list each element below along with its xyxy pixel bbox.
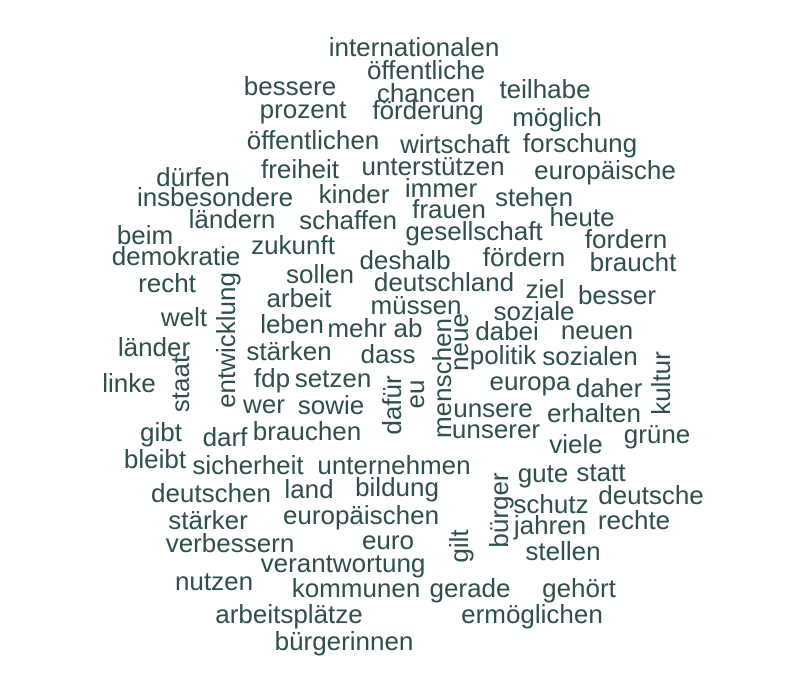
word-deutschen: deutschen — [151, 478, 271, 508]
word-politik: politik — [469, 340, 537, 370]
word-freiheit: freiheit — [260, 154, 340, 184]
word-sowie: sowie — [297, 390, 365, 420]
word-gerade: gerade — [429, 573, 511, 603]
word-kommunen: kommunen — [291, 573, 421, 603]
word-deutsche: deutsche — [598, 480, 704, 510]
word-schutz: schutz — [513, 489, 589, 519]
word-verbessern: verbessern — [165, 528, 295, 558]
word-insbesondere: insbesondere — [136, 182, 294, 212]
word-immer: immer — [404, 173, 478, 203]
word-europaeischen: europäischen — [282, 500, 440, 530]
word-deutschland: deutschland — [373, 267, 515, 297]
word-sicherheit: sicherheit — [192, 450, 304, 480]
word-unterstuetzen: unterstützen — [361, 151, 505, 181]
word-frauen: frauen — [412, 194, 486, 224]
word-ermoeglichen: ermöglichen — [461, 599, 603, 629]
word-sollen: sollen — [286, 259, 354, 289]
word-statt: statt — [576, 457, 626, 487]
word-brauchen: brauchen — [252, 416, 362, 446]
word-prozent: prozent — [259, 94, 347, 124]
word-land: land — [284, 474, 334, 504]
word-foerdern: fördern — [482, 242, 566, 272]
word-bleibt: bleibt — [123, 444, 187, 474]
word-internationalen: internationalen — [328, 32, 500, 62]
word-eu: eu — [400, 379, 430, 409]
word-buerger: bürger — [484, 472, 514, 548]
word-kultur: kultur — [646, 351, 676, 415]
word-wirtschaft: wirtschaft — [400, 129, 510, 159]
word-schaffen: schaffen — [299, 205, 397, 235]
word-heute: heute — [549, 202, 615, 232]
word-muessen: müssen — [370, 290, 462, 320]
word-viele: viele — [549, 429, 603, 459]
word-bessere: bessere — [243, 71, 337, 101]
word-ziel: ziel — [525, 274, 565, 304]
word-gibt: gibt — [140, 417, 182, 447]
word-staat: staat — [165, 355, 195, 413]
word-wer: wer — [243, 389, 285, 419]
word-recht: recht — [138, 268, 196, 298]
word-soziale: soziale — [493, 296, 575, 326]
word-unternehmen: unternehmen — [317, 450, 471, 480]
word-jahren: jahren — [513, 510, 587, 540]
word-duerfen: dürfen — [156, 162, 230, 192]
word-europaeische: europäische — [534, 155, 676, 185]
word-gehoert: gehört — [542, 573, 616, 603]
word-beim: beim — [116, 220, 174, 250]
word-arbeit: arbeit — [266, 283, 332, 313]
word-leben: leben — [260, 309, 324, 339]
word-demokratie: demokratie — [111, 241, 241, 271]
word-neue: neue — [444, 313, 474, 371]
word-deshalb: deshalb — [359, 245, 451, 275]
word-gilt: gilt — [444, 529, 474, 563]
word-ab: ab — [393, 313, 423, 343]
word-welt: welt — [160, 302, 208, 332]
word-braucht: braucht — [589, 247, 677, 277]
word-dass: dass — [360, 339, 416, 369]
word-entwicklung: entwicklung — [211, 272, 241, 408]
word-oeffentlichen: öffentlichen — [246, 125, 380, 155]
word-setzen: setzen — [294, 363, 372, 393]
word-darf: darf — [202, 422, 248, 452]
word-moeglich: möglich — [512, 102, 602, 132]
word-zukunft: zukunft — [251, 230, 335, 260]
word-oeffentliche: öffentliche — [366, 55, 486, 85]
word-besser: besser — [577, 280, 657, 310]
word-kinder: kinder — [318, 179, 390, 209]
word-erhalten: erhalten — [547, 398, 641, 428]
word-teilhabe: teilhabe — [499, 74, 591, 104]
word-buergerinnen: bürgerinnen — [274, 626, 414, 656]
word-neuen: neuen — [560, 315, 634, 345]
word-arbeitsplaetze: arbeitsplätze — [215, 599, 363, 629]
word-fdp: fdp — [253, 363, 291, 393]
word-gesellschaft: gesellschaft — [405, 216, 543, 246]
word-staerken: stärken — [246, 336, 332, 366]
word-sozialen: sozialen — [542, 341, 638, 371]
word-foerderung: förderung — [372, 95, 484, 125]
word-bildung: bildung — [355, 472, 439, 502]
word-unserer: unserer — [451, 414, 541, 444]
word-gute: gute — [517, 458, 569, 488]
word-europa: europa — [489, 366, 571, 396]
word-fordern: fordern — [584, 224, 668, 254]
word-verantwortung: verantwortung — [260, 548, 426, 578]
word-nutzen: nutzen — [174, 566, 254, 596]
word-linke: linke — [102, 368, 156, 398]
word-forschung: forschung — [522, 128, 638, 158]
word-laender: länder — [117, 332, 191, 362]
word-staerker: stärker — [168, 505, 248, 535]
word-laendern: ländern — [188, 204, 276, 234]
word-dabei: dabei — [475, 316, 539, 346]
word-mehr: mehr — [327, 313, 387, 343]
word-unsere: unsere — [453, 393, 533, 423]
word-rechte: rechte — [597, 505, 671, 535]
word-stellen: stellen — [525, 536, 601, 566]
word-euro: euro — [361, 525, 415, 555]
word-gruene: grüne — [623, 419, 691, 449]
word-daher: daher — [575, 373, 643, 403]
word-stehen: stehen — [494, 182, 574, 212]
word-chancen: chancen — [376, 78, 476, 108]
